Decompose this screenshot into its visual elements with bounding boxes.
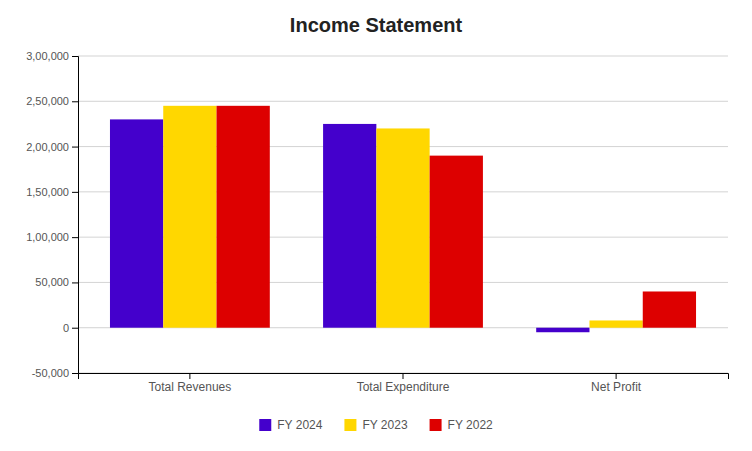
y-tick-mark — [72, 56, 78, 57]
x-tick-mark — [403, 373, 404, 379]
y-tick-mark — [72, 147, 78, 148]
title: Income Statement — [290, 14, 463, 36]
y-tick: 2,00,000 — [26, 141, 78, 153]
y-tick: 1,00,000 — [26, 231, 78, 243]
y-tick: -50,000 — [32, 367, 78, 379]
x-tick: Net Profit — [591, 373, 642, 394]
y-tick-label: 0 — [63, 322, 69, 334]
bar — [589, 320, 642, 327]
x-axis: Total Revenues Total Expenditure Net Profi… — [79, 373, 729, 394]
legend-label: FY 2022 — [448, 418, 493, 432]
y-axis: -50,000 0 50,000 1,00,000 1,50,000 2,00,000 2,… — [26, 50, 78, 379]
y-tick-mark — [72, 282, 78, 283]
bar — [110, 119, 163, 327]
x-axis-line — [79, 374, 729, 380]
y-tick-mark — [72, 328, 78, 329]
y-tick: 50,000 — [35, 276, 78, 288]
series — [217, 106, 697, 328]
y-tick-label: 2,00,000 — [26, 141, 69, 153]
x-tick: Total Expenditure — [357, 373, 450, 394]
x-tick-label: Total Expenditure — [357, 380, 450, 394]
legend-label: FY 2024 — [277, 418, 322, 432]
legend-swatch — [344, 419, 356, 431]
legend-swatch — [430, 419, 442, 431]
y-tick-mark — [72, 101, 78, 102]
series — [163, 106, 643, 328]
bar — [536, 328, 589, 333]
bar — [323, 124, 376, 328]
y-tick-label: 1,00,000 — [26, 231, 69, 243]
bar — [163, 106, 216, 328]
y-tick-label: 1,50,000 — [26, 186, 69, 198]
legend-item: FY 2023 — [344, 418, 407, 432]
x-tick-mark — [616, 373, 617, 379]
bar — [643, 291, 696, 327]
legend-label: FY 2023 — [362, 418, 407, 432]
chart: Income Statement -50,000 0 50,000 1,00,000 1,… — [0, 0, 752, 451]
x-tick-label: Total Revenues — [149, 380, 232, 394]
y-tick-mark — [72, 237, 78, 238]
grid-line — [78, 101, 728, 102]
x-tick-label: Net Profit — [591, 380, 642, 394]
legend-swatch — [259, 419, 271, 431]
bars — [110, 106, 696, 332]
legend-item: FY 2024 — [259, 418, 322, 432]
bar — [430, 156, 483, 328]
legend-item: FY 2022 — [430, 418, 493, 432]
y-tick: 0 — [63, 322, 78, 334]
y-tick: 1,50,000 — [26, 186, 78, 198]
y-tick-label: -50,000 — [32, 367, 69, 379]
y-tick: 2,50,000 — [26, 95, 78, 107]
y-tick-label: 2,50,000 — [26, 95, 69, 107]
y-tick-mark — [72, 373, 78, 374]
y-axis-line — [72, 57, 79, 374]
plot: -50,000 0 50,000 1,00,000 1,50,000 2,00,000 2,… — [26, 50, 728, 394]
y-tick: 3,00,000 — [26, 50, 78, 62]
bar — [217, 106, 270, 328]
grid-line — [78, 56, 728, 57]
legend: FY 2024 FY 2023 FY 2022 — [259, 418, 493, 432]
bar — [376, 128, 429, 327]
grid — [78, 56, 728, 373]
y-tick-label: 3,00,000 — [26, 50, 69, 62]
x-tick-mark — [189, 373, 190, 379]
x-tick: Total Revenues — [149, 373, 232, 394]
y-tick-label: 50,000 — [35, 276, 69, 288]
y-tick-mark — [72, 192, 78, 193]
